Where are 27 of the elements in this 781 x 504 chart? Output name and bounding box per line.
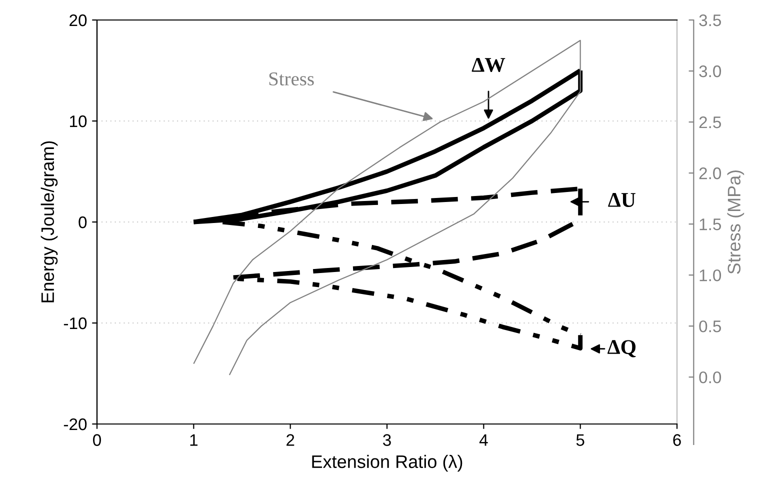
y2-tick-label: 1.5: [700, 218, 721, 230]
annotation: ΔU: [608, 193, 636, 207]
x-tick-label: 0: [93, 434, 101, 446]
y-axis-title: Energy (Joule/gram): [40, 141, 58, 302]
annotation: Stress: [269, 72, 314, 86]
x-tick-label: 5: [576, 434, 584, 446]
y2-tick-label: 3.5: [699, 14, 721, 26]
annotation: ΔQ: [608, 340, 636, 358]
y-tick-label: 0: [78, 216, 87, 228]
y2-tick-label: 3.0: [699, 65, 722, 78]
y2-tick-label: 2.5: [699, 116, 721, 128]
x-tick-label: 6: [673, 434, 681, 446]
y-tick-label: -10: [64, 317, 87, 330]
y-tick-label: -20: [64, 418, 87, 430]
y2-tick-label: 0.0: [699, 371, 722, 384]
x-axis-title: Extension Ratio (λ): [312, 454, 462, 472]
y-tick-label: 10: [70, 115, 87, 128]
y-tick-label: 20: [70, 14, 87, 26]
y2-axis-title: Stress (MPa): [727, 170, 744, 274]
x-tick-label: 4: [479, 434, 488, 446]
annotation: ΔW: [472, 58, 506, 72]
y2-tick-label: 2.0: [699, 167, 722, 180]
x-tick-label: 3: [383, 434, 391, 446]
y2-tick-label: 0.5: [699, 320, 721, 332]
x-tick-label: 2: [286, 434, 294, 446]
x-tick-label: 1: [190, 434, 198, 446]
y2-tick-label: 1.0: [700, 269, 722, 282]
